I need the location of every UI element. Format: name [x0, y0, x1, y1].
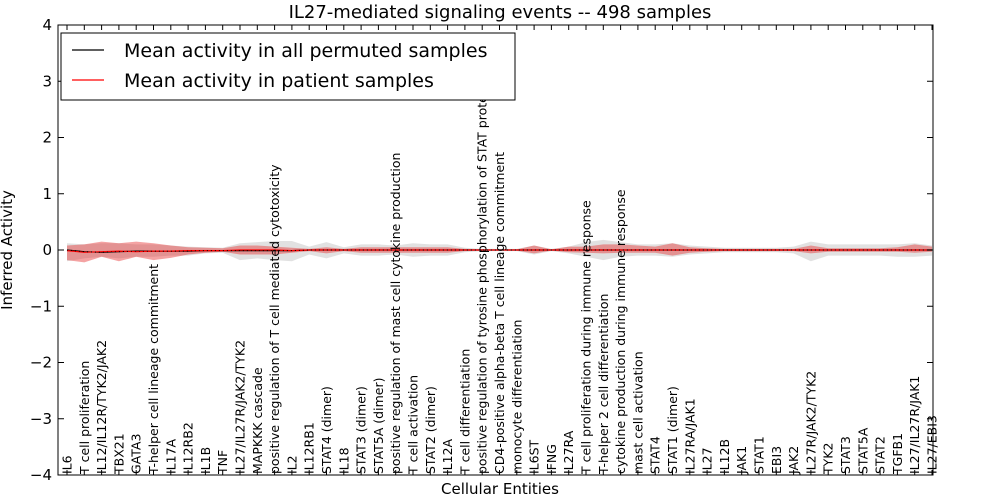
x-tick-label: STAT1 (dimer) — [665, 386, 680, 474]
legend-label-permuted: Mean activity in all permuted samples — [124, 40, 487, 62]
band-patient — [67, 241, 932, 263]
x-tick-label: STAT5A — [855, 427, 870, 474]
x-tick-label: IL27 — [700, 447, 715, 474]
x-tick-label: positive regulation of mast cell cytokin… — [388, 153, 403, 474]
x-tick-label: positive regulation of T cell mediated c… — [267, 164, 282, 474]
x-tick-label: STAT4 (dimer) — [319, 386, 334, 474]
x-tick-label: GATA3 — [129, 434, 144, 474]
y-axis: 4 3 2 1 0 −1 −2 −3 −4 — [30, 16, 933, 484]
x-tick-label: EBI3 — [769, 446, 784, 474]
x-axis-label: Cellular Entities — [441, 480, 559, 498]
x-tick-label: mast cell activation — [630, 351, 645, 474]
x-tick-label: STAT5A (dimer) — [371, 378, 386, 474]
x-tick-label: T cell proliferation — [77, 361, 92, 475]
x-tick-label: IL27/IL27R/JAK2/TYK2 — [233, 340, 248, 474]
x-tick-label: TBX21 — [111, 433, 126, 475]
y-tick-label: 3 — [42, 72, 52, 90]
x-tick-label: T-helper cell lineage commitment — [146, 264, 161, 475]
x-tick-label: JAK1 — [734, 446, 749, 475]
x-tick-label: TYK2 — [821, 443, 836, 475]
x-tick-label: IL27/IL27R/JAK1 — [907, 376, 922, 474]
x-tick-label: CD4-positive alpha-beta T cell lineage c… — [492, 152, 507, 474]
x-tick-label: T-helper 2 cell differentiation — [596, 294, 611, 475]
x-tick-label: IL12A — [440, 438, 455, 474]
x-tick-label: TGFB1 — [890, 433, 905, 475]
legend: Mean activity in all permuted samples Me… — [60, 32, 516, 101]
x-tick-label: IL2 — [284, 455, 299, 474]
x-tick-label: IL6 — [60, 455, 75, 474]
x-tick-label: STAT2 — [873, 436, 888, 474]
x-tick-label: T cell proliferation during immune respo… — [579, 200, 594, 475]
x-tick-label: IL27RA/JAK1 — [682, 398, 697, 474]
x-tick-label: IL27RA — [561, 430, 576, 474]
x-tick-label: JAK2 — [786, 446, 801, 475]
y-tick-label: −2 — [30, 354, 52, 372]
x-tick-label: STAT2 (dimer) — [423, 386, 438, 474]
legend-label-patient: Mean activity in patient samples — [124, 70, 434, 92]
x-tick-label: IL6ST — [527, 439, 542, 474]
x-tick-label: IL1B — [198, 447, 213, 474]
x-tick-label: IL12B — [717, 439, 732, 474]
x-tick-label: IL18 — [336, 447, 351, 474]
x-tick-label: IL27/EBI3 — [925, 415, 940, 474]
x-tick-label: cytokine production during immune respon… — [613, 189, 628, 474]
x-tick-label: TNF — [215, 450, 230, 475]
x-tick-label: T cell activation — [406, 375, 421, 475]
y-tick-label: 1 — [42, 185, 52, 203]
y-tick-label: 2 — [42, 129, 52, 147]
y-tick-label: −4 — [30, 466, 52, 484]
lines-layer — [66, 249, 932, 253]
x-tick-label: monocyte differentiation — [509, 320, 524, 474]
series-line-permuted-dots — [66, 249, 932, 253]
x-tick-label: IL12RB1 — [302, 422, 317, 474]
x-tick-label: positive regulation of tyrosine phosphor… — [475, 84, 490, 474]
y-tick-label: 4 — [42, 16, 52, 34]
legend-box — [60, 32, 516, 101]
x-tick-label: MAPKKK cascade — [250, 367, 265, 474]
x-tick-label: STAT3 (dimer) — [354, 386, 369, 474]
x-tick-label: IFNG — [544, 444, 559, 474]
x-tick-label: STAT4 — [648, 436, 663, 474]
x-axis: IL6 T cell proliferation IL12/IL12R/TYK2/J… — [60, 25, 940, 475]
chart-title: IL27-mediated signaling events -- 498 sa… — [289, 2, 712, 23]
y-axis-label: Inferred Activity — [0, 190, 16, 310]
x-tick-label: IL12RB2 — [181, 422, 196, 474]
x-tick-label: T cell differentiation — [457, 349, 472, 475]
x-tick-label: IL17A — [163, 438, 178, 474]
x-tick-label: IL27R/JAK2/TYK2 — [803, 371, 818, 474]
x-tick-label: STAT3 — [838, 436, 853, 474]
y-tick-label: 0 — [42, 241, 52, 259]
x-tick-label: STAT1 — [752, 436, 767, 474]
x-tick-label: IL12/IL12R/TYK2/JAK2 — [94, 340, 109, 474]
y-tick-label: −1 — [30, 297, 52, 315]
y-tick-label: −3 — [30, 410, 52, 428]
